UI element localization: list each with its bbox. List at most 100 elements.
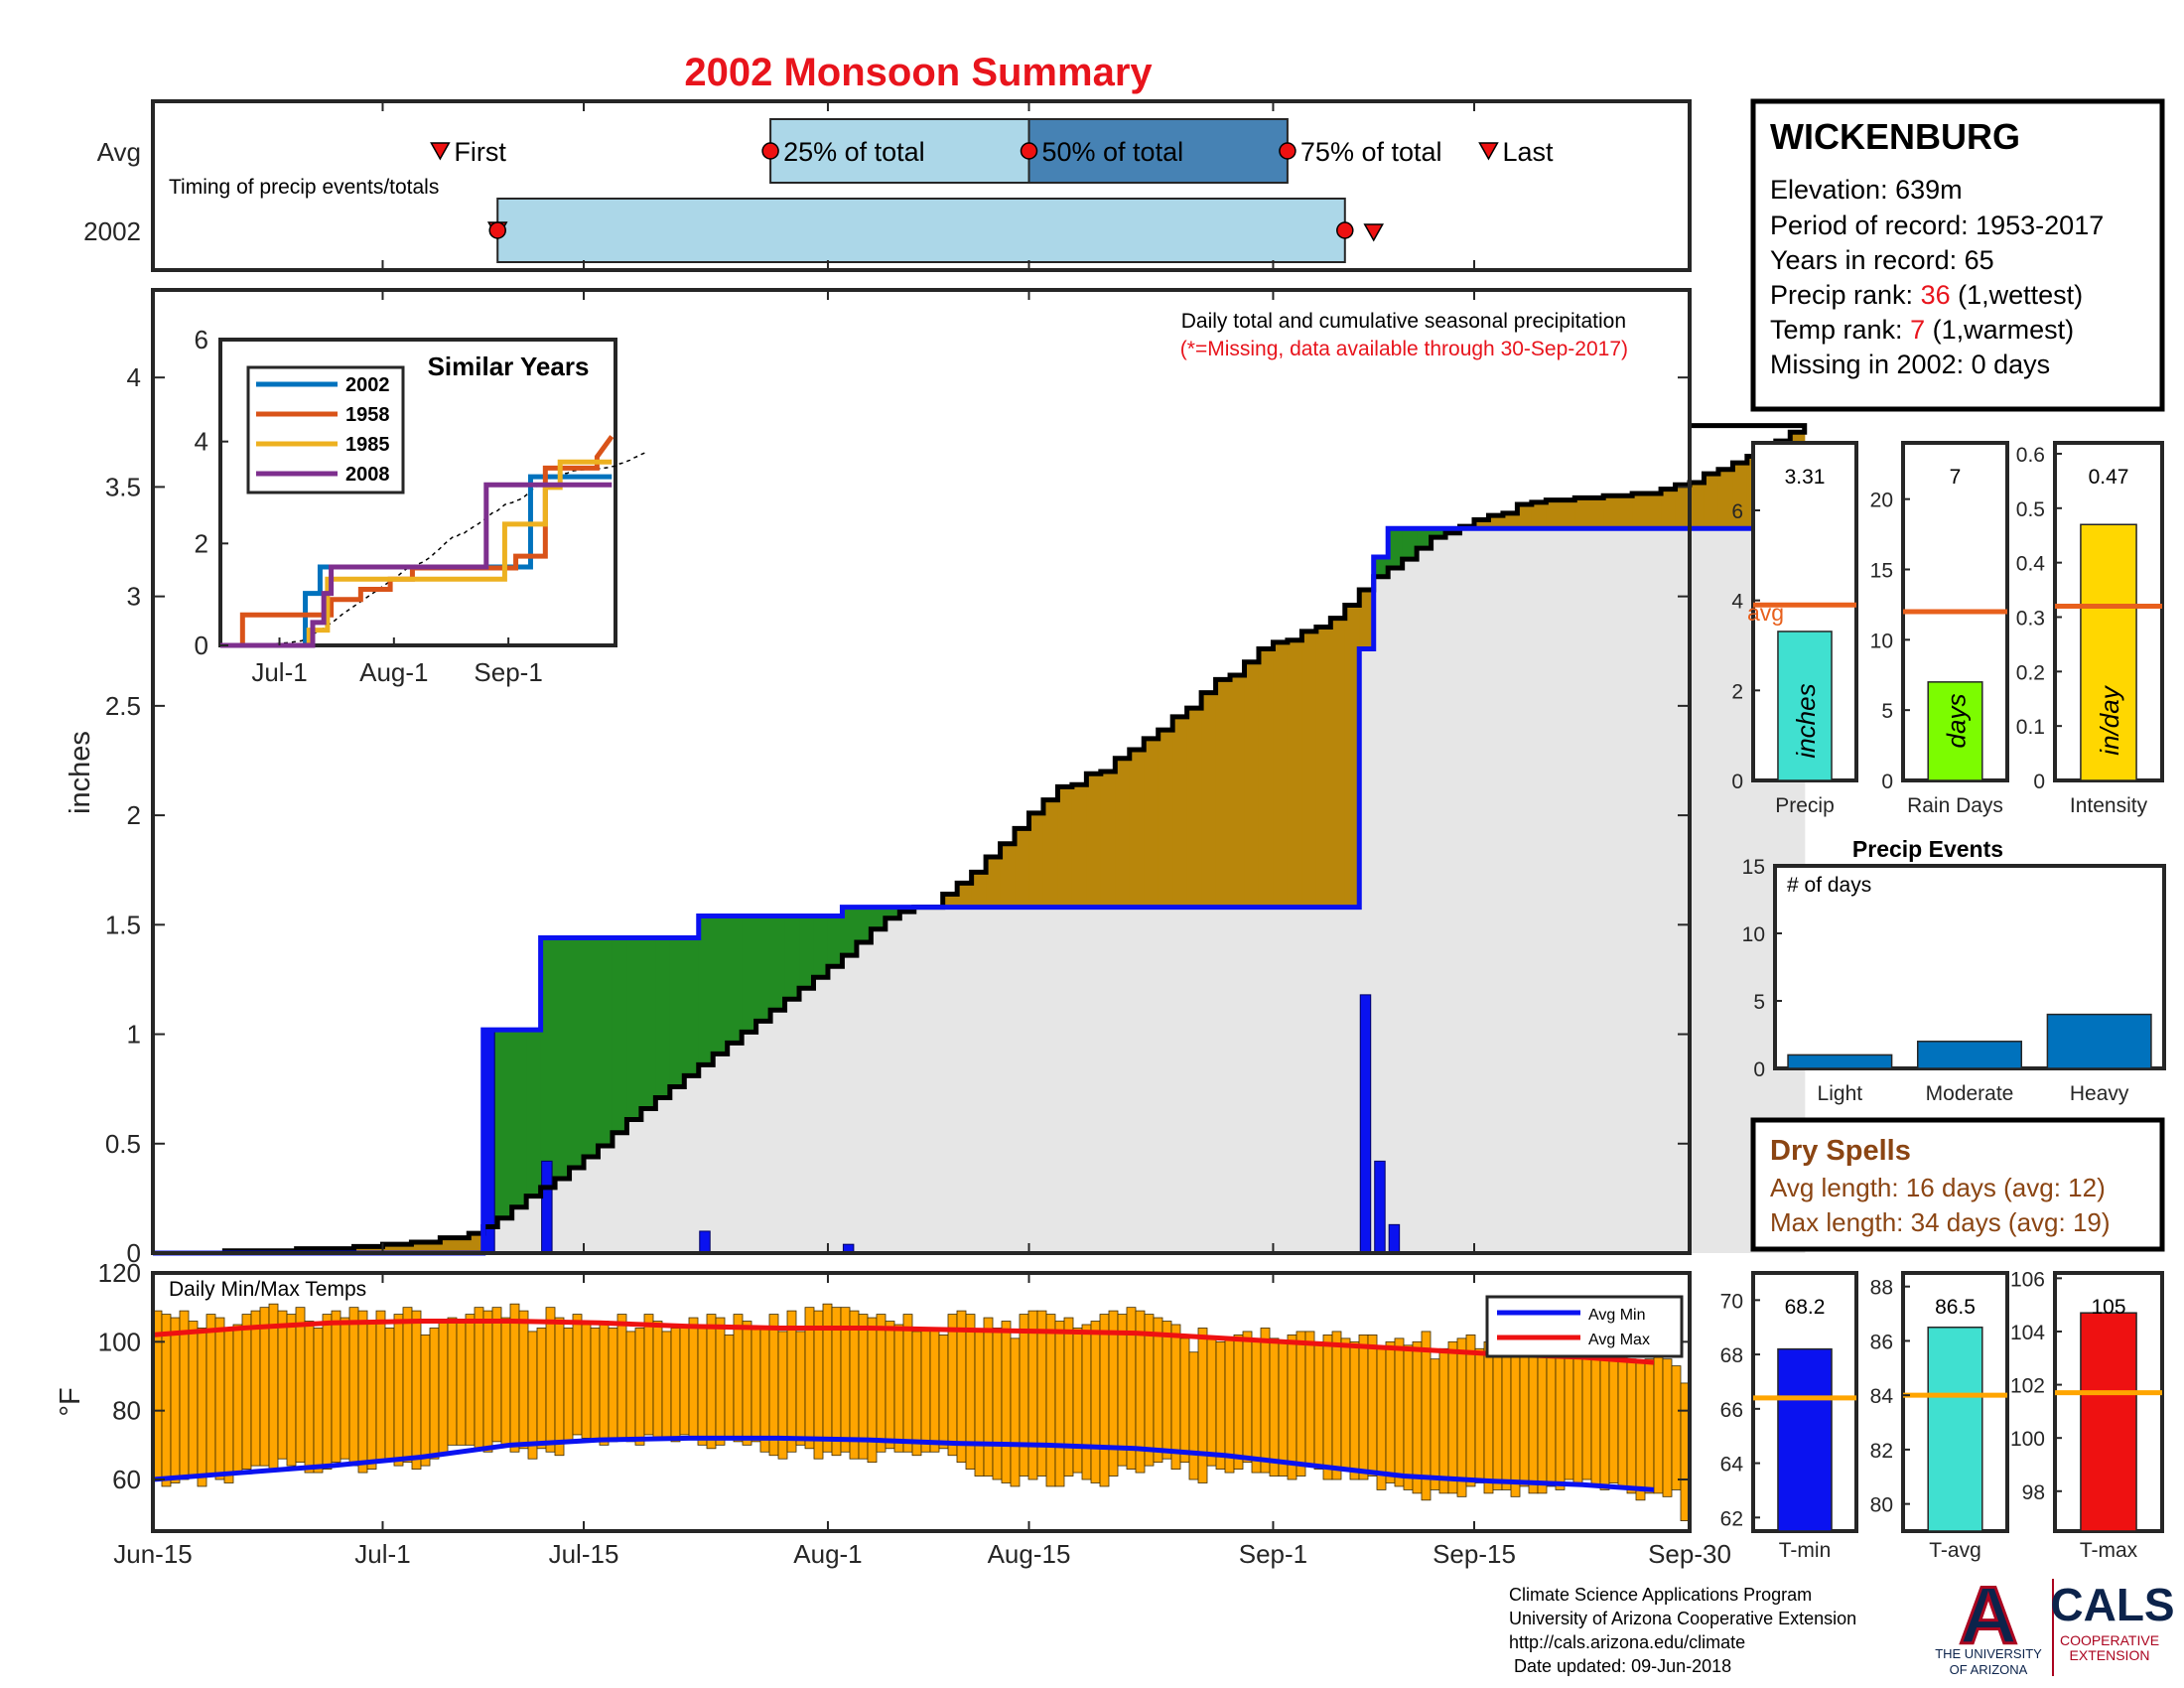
wetter-than-avg-area [755,915,771,1022]
daily-temp-bar-95 [1001,1321,1012,1483]
cumulative-base-fill [684,1075,700,1253]
cumulative-base-fill [1732,528,1748,1253]
precip-events-chart: Precip Events # of days Light Moderate Hea… [1742,836,2166,1105]
cals-logo: CALS COOPERATIVE EXTENSION [2050,1579,2174,1663]
cumulative-base-fill [1459,528,1475,1253]
daily-temp-bar-158 [1564,1344,1574,1480]
daily-temp-bar-145 [1447,1340,1458,1494]
cumulative-base-fill [612,1132,628,1253]
precip-rank-value: 36 [1921,280,1951,310]
cumulative-base-fill [1086,907,1102,1253]
station-temp-rank: Temp rank: 7 (1,warmest) [1770,315,2074,345]
daily-temp-bar-79 [858,1314,869,1460]
main-y-tick-0: 0 [127,1238,141,1268]
timing-year-25-marker [488,221,506,239]
inset-x-tick-0: Jul-1 [251,657,307,687]
wetter-than-avg-area [1417,528,1433,549]
daily-temp-bar-152 [1510,1347,1521,1497]
cumulative-base-fill [1517,528,1533,1253]
daily-temp-bar-16 [295,1307,306,1464]
drier-than-avg-area [1215,679,1231,908]
wetter-than-avg-area [540,937,556,1188]
daily-temp-bar-170 [1671,1365,1682,1490]
events-category-light: Light [1818,1082,1863,1105]
avg-max-temp-line [152,1319,1655,1365]
daily-temp-bar-11 [250,1310,261,1467]
cumulative-base-fill [669,1086,685,1253]
daily-temp-bar-148 [1474,1347,1485,1483]
footer: Climate Science Applications Program Uni… [1509,1570,2175,1678]
daily-temp-bar-127 [1287,1335,1297,1480]
main-y-tick-6: 3 [127,582,141,612]
drier-than-avg-area [1344,605,1360,908]
daily-temp-bar-53 [625,1331,636,1443]
daily-temp-bar-102 [1063,1317,1074,1477]
timing-avg-first-marker [430,142,451,161]
drier-than-avg-area [1517,504,1533,529]
daily-temp-bar-43 [536,1328,547,1450]
daily-temp-bar-123 [1251,1337,1262,1474]
drier-than-avg-area [1172,716,1188,908]
station-period: Period of record: 1953-2017 [1770,211,2104,240]
timing-row-year-label: 2002 [83,216,141,246]
cumulative-base-fill [626,1119,642,1253]
daily-temp-bar-33 [447,1317,458,1446]
temp-y-tick-3: 120 [98,1258,141,1288]
temp-summary-y-tick-2-4: 106 [2010,1268,2045,1291]
wetter-than-avg-area [511,1030,527,1207]
events-bar-moderate [1916,1041,2023,1069]
daily-temp-bar-29 [411,1310,422,1470]
temp-summary-y-tick-2-0: 98 [2022,1481,2045,1504]
cumulative-base-fill [842,955,858,1253]
wetter-than-avg-area [584,937,600,1157]
daily-precip-bar-5 [1374,1160,1386,1254]
cumulative-base-fill [1473,528,1490,1253]
daily-temp-bar-93 [983,1317,994,1477]
drier-than-avg-area [1186,708,1202,908]
daily-temp-bar-94 [992,1328,1003,1480]
daily-temp-bar-151 [1501,1347,1512,1490]
wetter-than-avg-area [669,937,685,1087]
totals-unit-2: in/day [2095,684,2124,755]
daily-temp-bar-143 [1430,1358,1440,1490]
cumulative-base-fill [598,1145,614,1253]
temp-summary-y-tick-0-2: 66 [1720,1399,1743,1422]
cumulative-base-fill [1603,528,1633,1253]
cumulative-base-fill [755,1021,771,1253]
drier-than-avg-area [971,872,987,908]
timing-avg-75-marker [1279,142,1297,160]
drier-than-avg-area [1201,692,1217,908]
daily-temp-bar-119 [1215,1340,1226,1471]
daily-temp-bar-57 [661,1331,672,1439]
drier-than-avg-area [1603,495,1633,529]
daily-temp-bar-85 [911,1331,922,1457]
daily-temp-bar-112 [1153,1317,1163,1464]
wetter-than-avg-area [885,907,900,918]
inset-legend-label-2002: 2002 [345,374,390,396]
cumulative-base-fill [942,907,958,1253]
wetter-than-avg-area [713,915,729,1055]
cumulative-base-fill [1273,907,1289,1253]
events-y-tick-3: 15 [1742,856,1765,879]
totals-y-tick-2-1: 0.1 [2016,716,2045,739]
year-cumulative-line [153,525,1805,1256]
totals-y-tick-2-4: 0.4 [2016,553,2046,576]
cumulative-base-fill [1028,907,1044,1253]
temp-summary-y-tick-0-1: 64 [1720,1454,1744,1477]
temp-rank-value: 7 [1910,315,1925,345]
cumulative-base-fill [640,1108,656,1253]
daily-temp-bar-60 [688,1317,699,1439]
inset-legend-label-1985: 1985 [345,434,390,456]
wetter-than-avg-area [698,915,714,1065]
daily-temp-bar-22 [348,1307,359,1467]
events-bar-heavy [2046,1013,2152,1069]
daily-temp-bar-65 [733,1314,744,1443]
drier-than-avg-area [1100,772,1116,908]
daily-temp-bar-18 [313,1328,324,1474]
drier-than-avg-area [1015,828,1030,908]
cumulative-base-fill [1100,907,1116,1253]
totals-unit-1: days [1942,694,1972,749]
ua-logo-letter: A [1959,1571,2017,1661]
cumulative-base-fill [713,1054,729,1253]
cumulative-base-fill [1344,907,1360,1253]
